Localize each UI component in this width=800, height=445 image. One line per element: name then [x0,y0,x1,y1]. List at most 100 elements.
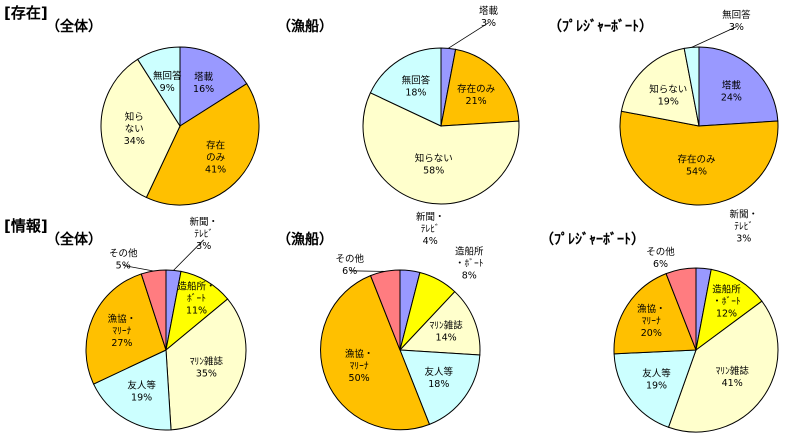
data-label-percent: 34% [124,136,145,147]
data-label-category: 漁協・ [108,313,137,325]
data-label-category: ﾃﾚﾋﾞ [194,229,213,240]
data-label-category: ﾏﾘｰﾅ [350,361,369,372]
data-label-category: 造船所・ [177,280,215,292]
data-label-percent: 12% [716,308,737,319]
data-label-category: 存在 [206,139,225,151]
pie-slice [85,273,167,385]
data-label-percent: 3% [196,241,211,252]
data-label-category: ﾏﾘｰﾅ [112,326,131,337]
pie-slice [440,48,520,127]
data-label-percent: 54% [686,166,707,177]
pie-slice [369,269,401,351]
pie-slice [100,58,181,199]
data-label-percent: 50% [349,373,370,384]
pie-slice [667,300,779,433]
leader-line [349,270,386,272]
data-label-category: ﾃﾚﾋﾞ [421,224,440,235]
data-label-category: のみ [206,152,225,163]
data-label-category: 塔載 [479,5,499,17]
pie-slice [398,290,481,356]
data-label-category: 知ら [125,111,144,123]
pie-slice [619,110,779,206]
data-label-percent: 24% [721,92,742,103]
pie-title-information-all: （全体） [46,232,102,248]
pie-title-information-fishing: （漁船） [277,232,333,248]
pie-slice [165,298,247,431]
data-label-category: 存在のみ [677,153,715,165]
data-label-category: 存在のみ [457,83,495,95]
data-label-percent: 19% [646,380,667,391]
data-label-category: その他 [335,253,364,265]
data-label-percent: 19% [658,96,679,107]
data-label-percent: 3% [736,234,751,245]
data-label-percent: 18% [405,88,426,99]
pie-slice [179,46,248,127]
data-label-category: ﾏﾘﾝ雑誌 [190,356,224,368]
data-label-category: その他 [646,246,675,258]
pie-slice [698,46,779,127]
data-label-category: 塔載 [722,79,742,91]
data-label-category: 無回答 [153,70,182,82]
pie-slice [320,274,431,431]
data-label-percent: 27% [111,338,132,349]
data-label-percent: 5% [116,260,131,271]
leader-line [691,26,737,48]
data-label-category: ﾏﾘｰﾅ [642,316,661,327]
data-label-percent: 8% [462,271,477,282]
data-label-category: 無回答 [722,9,751,21]
pie-slice [369,47,442,127]
data-label-category: 友人等 [642,367,671,379]
data-label-percent: 58% [423,165,444,176]
data-label-percent: 11% [186,305,207,316]
data-label-category: 造船所 [455,246,484,258]
data-label-percent: 19% [131,392,152,403]
data-label-percent: 9% [160,83,175,94]
data-label-percent: 16% [193,84,214,95]
data-label-category: ﾏﾘﾝ雑誌 [429,320,463,332]
data-label-percent: 21% [466,96,487,107]
data-label-category: 無回答 [402,75,431,87]
section-label-existence: [存在] [4,4,48,22]
data-label-category: 新聞・ [730,209,759,221]
data-label-category: ﾏﾘﾝ雑誌 [716,365,750,377]
pie-slice [145,82,260,206]
data-label-category: 新聞・ [416,211,445,223]
data-label-category: ない [125,124,144,135]
data-label-category: 塔載 [194,71,214,83]
data-label-category: 知らない [415,152,453,164]
data-label-category: 知らない [649,83,687,95]
pie-slice [683,46,700,127]
pie-title-information-pleasure: （ﾌﾟﾚｼﾞｬｰﾎﾞｰﾄ） [540,232,645,248]
pie-slice [665,267,697,351]
data-label-category: ・ﾎﾞｰﾄ [712,296,741,307]
leader-line [448,22,489,49]
pie-slice [92,349,172,431]
data-label-percent: 6% [653,259,668,270]
data-label-percent: 35% [196,369,217,380]
pie-slice [136,46,181,128]
data-label-percent: 4% [423,236,438,247]
pie-title-existence-fishing: （漁船） [277,19,333,35]
data-label-percent: 41% [722,378,743,389]
data-label-percent: 41% [205,164,226,175]
data-label-percent: 20% [641,328,662,339]
leader-line [173,239,204,271]
pie-title-existence-pleasure: （ﾌﾟﾚｼﾞｬｰﾎﾞｰﾄ） [548,19,653,35]
data-label-percent: 3% [729,22,744,33]
pie-slice [362,92,520,205]
pie-slice [613,273,697,355]
data-label-category: ・ﾎﾞｰﾄ [455,259,484,270]
data-label-category: 漁協・ [345,348,374,360]
data-label-percent: 18% [428,379,449,390]
data-label-category: 造船所 [712,283,741,295]
data-label-percent: 14% [436,333,457,344]
data-label-percent: 6% [342,266,357,277]
data-label-category: その他 [109,247,138,259]
data-label-percent: 3% [481,18,496,29]
data-label-category: 友人等 [127,379,156,391]
data-label-category: 新聞・ [189,216,218,228]
pie-slice [695,268,763,352]
data-label-category: 漁協・ [637,303,666,315]
